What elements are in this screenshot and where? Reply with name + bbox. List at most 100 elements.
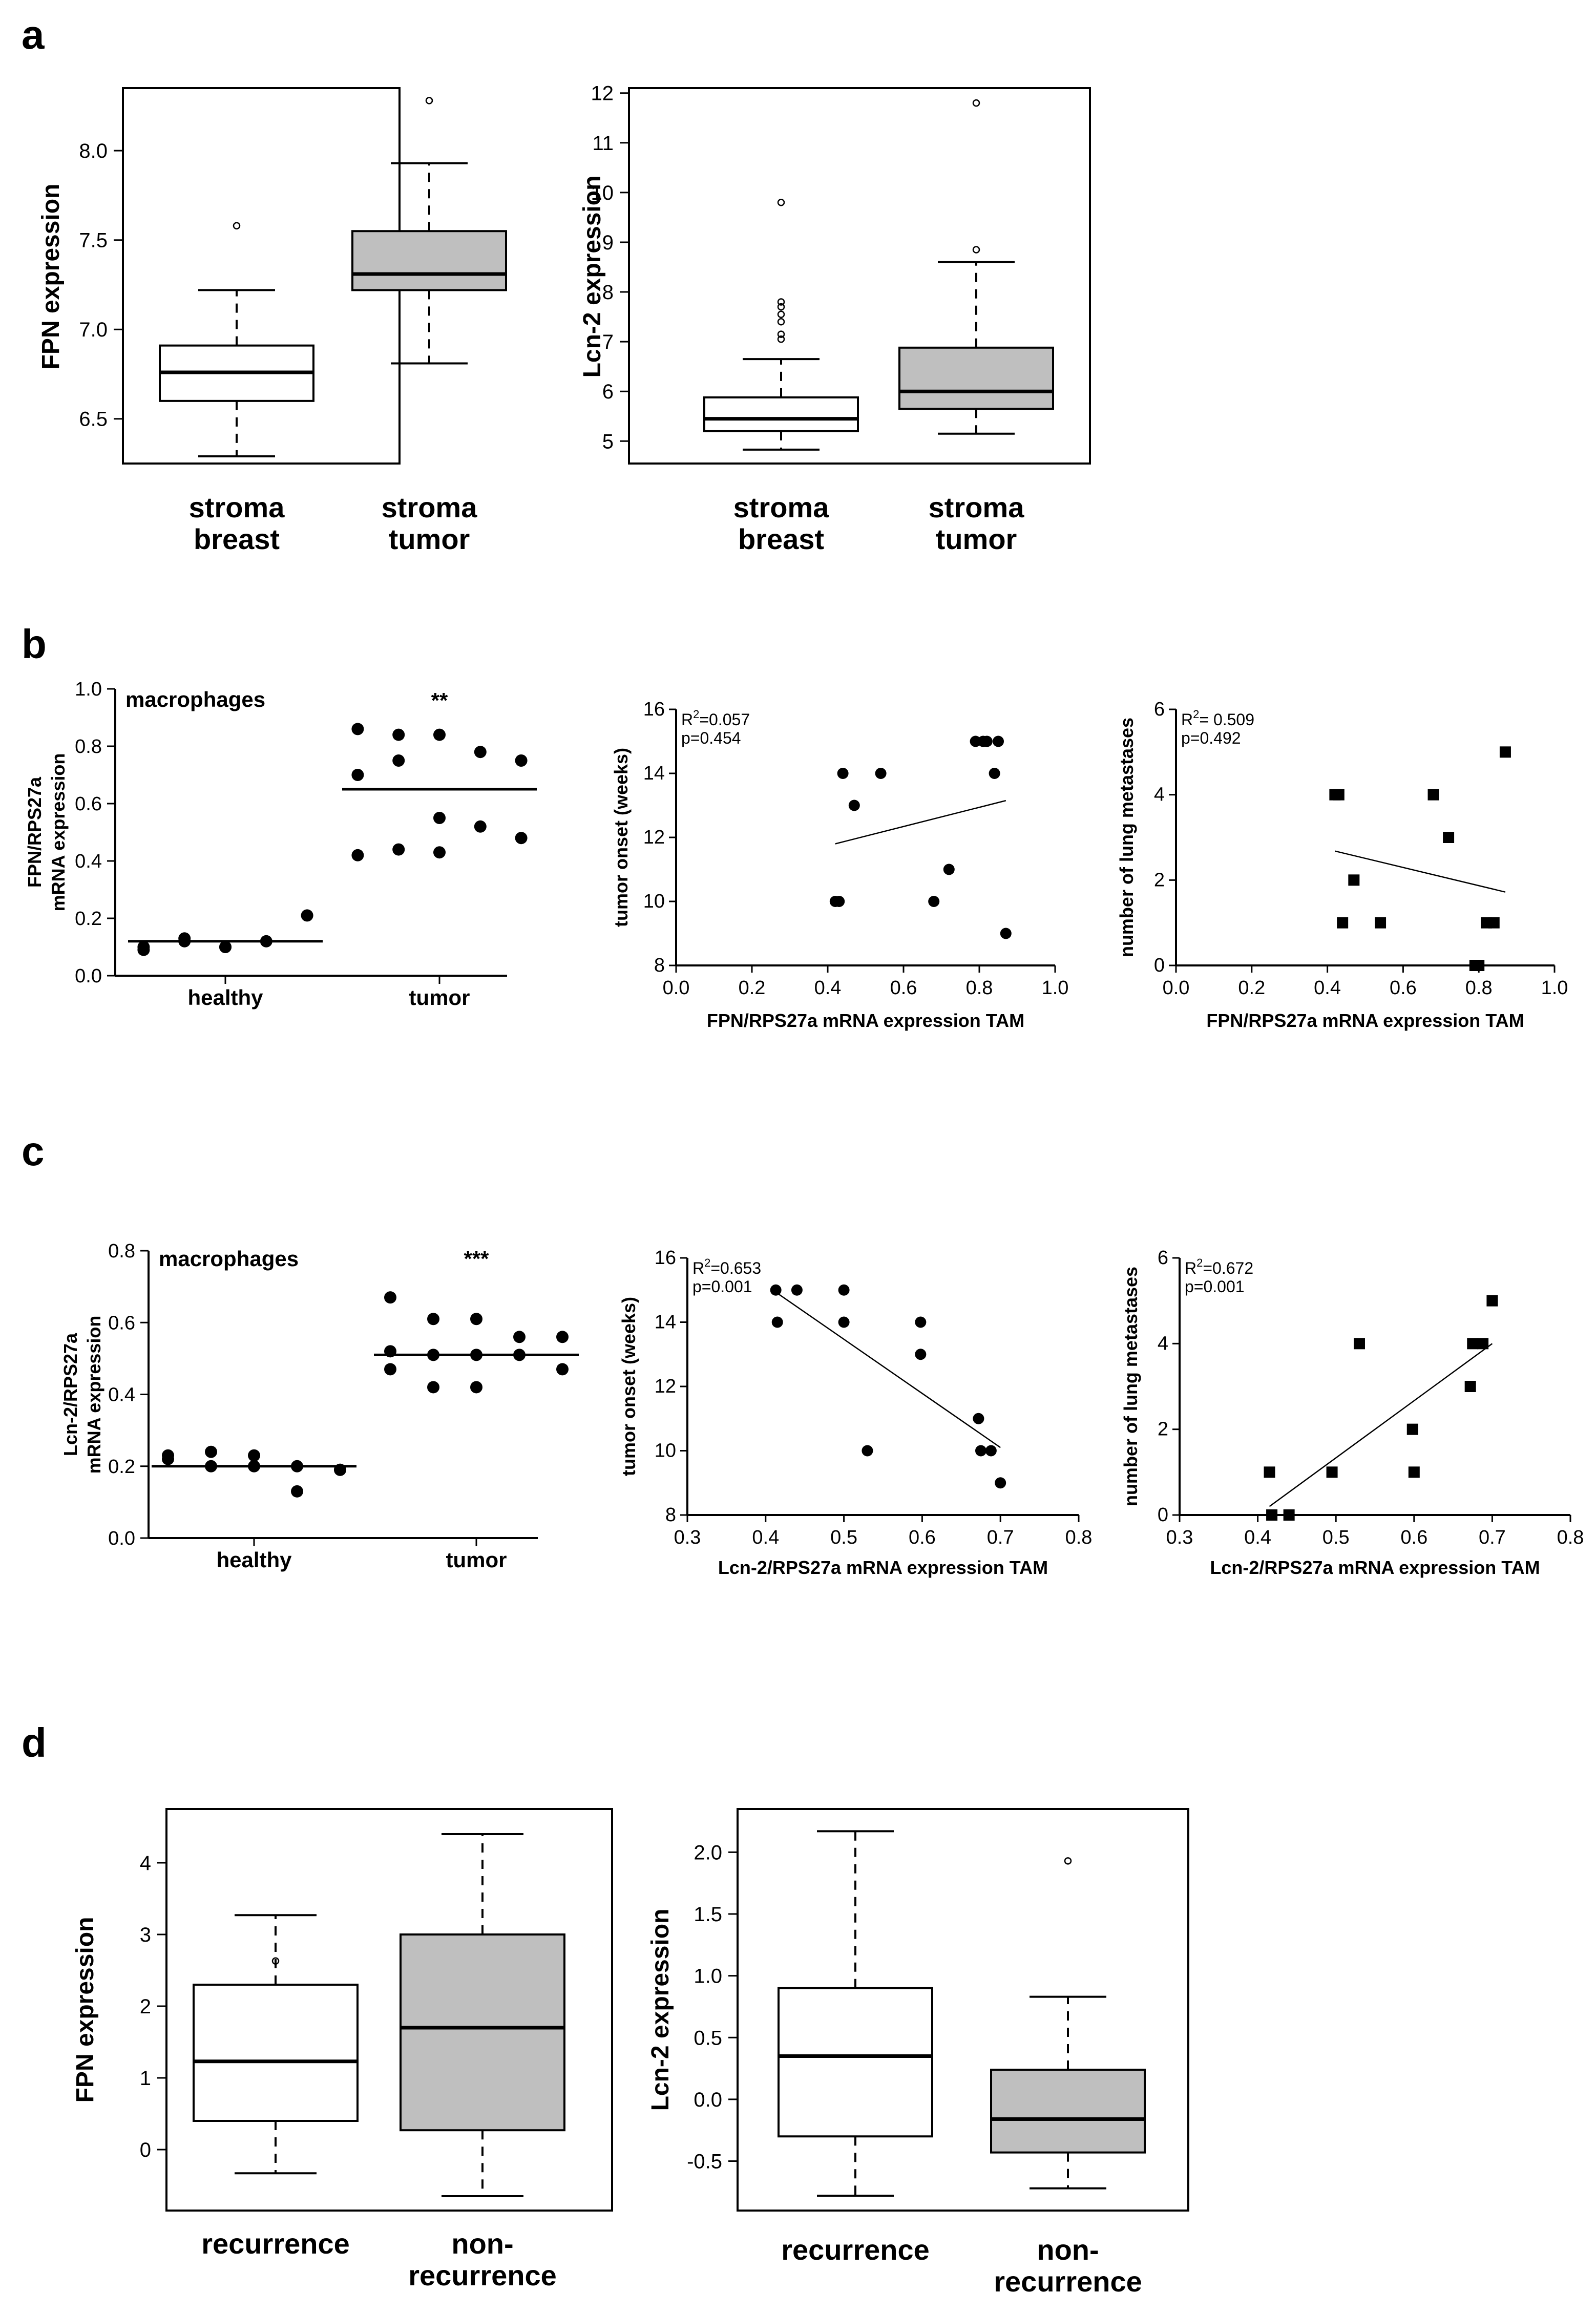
significance-stars: ** [431, 688, 448, 712]
y-tick-label: 16 [655, 1247, 676, 1269]
data-point [137, 943, 150, 956]
p-value-label: p=0.492 [1181, 729, 1241, 747]
data-point [162, 1453, 174, 1465]
y-axis-label: FPN/RPS27a mRNA expression [24, 753, 69, 912]
data-point [513, 1331, 526, 1343]
data-point [1473, 960, 1485, 971]
data-point [1375, 917, 1387, 929]
data-point [1427, 789, 1439, 801]
x-tick-label: 0.5 [1322, 1527, 1350, 1548]
data-point [1488, 917, 1500, 929]
data-point [433, 846, 446, 859]
data-point [384, 1345, 396, 1358]
data-point [205, 1460, 217, 1472]
y-tick-label: 8.0 [79, 140, 108, 162]
x-tick-label: 0.6 [909, 1527, 936, 1548]
box-iqr [703, 396, 859, 432]
y-tick-label: 8 [665, 1504, 676, 1526]
x-category-label-line: non- [1037, 2234, 1099, 2266]
y-tick-label: 0 [1154, 955, 1165, 976]
data-point [993, 735, 1004, 747]
data-point [1337, 917, 1349, 929]
r-squared-value: =0.057 [699, 710, 750, 729]
y-tick-label: 0.2 [75, 908, 102, 930]
data-point [943, 864, 955, 875]
data-point [351, 769, 364, 781]
outlier-point [777, 310, 785, 318]
boxplot-d2: -0.5 0.0 0.5 1.0 1.5 2.0 Lcn-2 expression recur… [647, 1808, 1189, 2298]
scatter-b2: 8 10 12 14 16 0.0 0.2 0.4 0.6 0.8 1.0 FPN/RPS27a mR… [611, 699, 1068, 1031]
outlier-point [777, 330, 785, 338]
x-tick-label: 0.4 [1314, 977, 1341, 999]
x-axis-label: FPN/RPS27a mRNA expression TAM [1206, 1010, 1524, 1031]
data-point [470, 1381, 482, 1394]
r-squared-sup: 2 [1196, 1256, 1203, 1269]
box-iqr [193, 1984, 359, 2122]
r-squared-sup: 2 [704, 1256, 710, 1269]
x-category-label-line: non- [451, 2227, 513, 2260]
data-point [848, 800, 860, 811]
outlier-point [425, 97, 433, 104]
data-point [556, 1363, 569, 1376]
outlier-point [233, 222, 241, 230]
data-point [515, 832, 528, 845]
macrophages-label: macrophages [159, 1247, 299, 1271]
data-point [791, 1284, 803, 1296]
outlier-point [777, 335, 785, 343]
y-tick-label: 6 [1154, 699, 1165, 720]
y-tick-label: 14 [643, 763, 665, 784]
data-point [838, 1284, 850, 1296]
box-1 [193, 1914, 359, 2175]
y-tick-label: 0.8 [75, 736, 102, 758]
data-point [875, 768, 887, 779]
y-axis-label: Lcn-2 expression [647, 1909, 674, 2111]
outlier-point [1064, 1857, 1072, 1865]
data-point [433, 728, 446, 741]
y-tick-label: 10 [643, 891, 665, 912]
data-point [427, 1313, 439, 1326]
y-tick-label: 1 [140, 2067, 151, 2090]
y-tick-label: 0.8 [108, 1240, 135, 1262]
x-category-label: healthy [216, 1548, 292, 1572]
y-tick-label: 6 [602, 381, 614, 403]
y-tick-label: 0.4 [108, 1384, 135, 1406]
y-tick-label: 10 [591, 182, 614, 204]
x-category-label: stroma breast [189, 491, 285, 555]
y-axis-label-line: FPN/RPS27a [24, 776, 45, 888]
r-squared-sup: 2 [1193, 708, 1199, 721]
data-point [989, 768, 1000, 779]
r-squared-value: = 0.509 [1199, 710, 1254, 729]
box-2 [400, 1833, 565, 2197]
y-tick-label: 0 [140, 2139, 151, 2161]
data-point [515, 754, 528, 767]
y-tick-label: 10 [655, 1440, 676, 1462]
y-axis-label-line: mRNA expression [83, 1316, 104, 1474]
plot-frame [737, 1808, 1189, 2212]
x-category-label-line: recurrence [408, 2259, 557, 2291]
regression-line [835, 800, 1006, 845]
y-tick-label: -0.5 [687, 2151, 722, 2173]
data-point [981, 735, 993, 747]
data-point [178, 935, 191, 948]
box-1 [159, 222, 314, 458]
y-tick-label: 12 [591, 82, 614, 105]
data-point [556, 1331, 569, 1343]
group-tumor [342, 723, 537, 861]
plot-frame [628, 87, 1091, 465]
group-tumor [374, 1291, 579, 1394]
r-squared-R: R [681, 710, 693, 729]
outlier-point [972, 246, 980, 254]
data-point [205, 1445, 217, 1458]
x-tick-label: 0.7 [987, 1527, 1014, 1548]
x-tick-label: 0.2 [1238, 977, 1265, 999]
box-iqr [898, 346, 1054, 410]
y-tick-label: 8 [602, 281, 614, 304]
r-squared-R: R [1181, 710, 1193, 729]
y-tick-label: 7.0 [79, 319, 108, 341]
x-tick-label: 0.4 [1244, 1527, 1271, 1548]
x-axis-label: Lcn-2/RPS27a mRNA expression TAM [1210, 1557, 1540, 1578]
x-category-label-line: tumor [936, 523, 1017, 555]
outlier-point [777, 303, 785, 311]
y-tick-label: 0.0 [694, 2089, 722, 2111]
